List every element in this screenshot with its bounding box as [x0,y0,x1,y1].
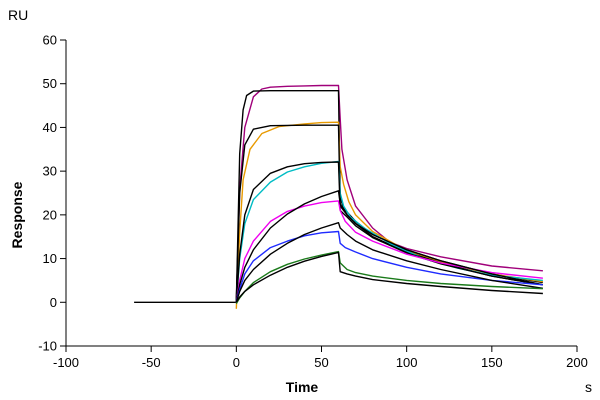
fit-curve-1 [235,90,544,303]
x-unit-label: s [585,379,592,395]
x-tick-label: 50 [314,355,328,370]
plot-area [134,84,544,309]
response-curve-8 [235,230,543,303]
fit-curve-11 [235,251,543,303]
y-axis-title: Response [9,181,25,248]
x-tick-label: 100 [396,355,418,370]
y-tick-label: -10 [38,339,57,354]
y-tick-label: 50 [43,76,57,91]
y-tick-label: 30 [43,164,57,179]
y-tick-label: 20 [43,207,57,222]
y-unit-label: RU [8,7,28,23]
y-tick-label: 60 [43,33,57,48]
fit-curve-7 [235,190,544,303]
response-curve-10 [235,250,543,304]
y-tick-label: 40 [43,120,57,135]
fit-curve-9 [235,222,544,303]
response-curve-6 [235,200,543,303]
x-tick-label: 150 [481,355,503,370]
y-tick-label: 10 [43,251,57,266]
y-tick-label: 0 [50,295,57,310]
x-axis-title: Time [286,379,319,395]
x-tick-label: 200 [566,355,588,370]
x-tick-label: 0 [233,355,240,370]
x-tick-label: -100 [53,355,79,370]
x-tick-label: -50 [142,355,161,370]
